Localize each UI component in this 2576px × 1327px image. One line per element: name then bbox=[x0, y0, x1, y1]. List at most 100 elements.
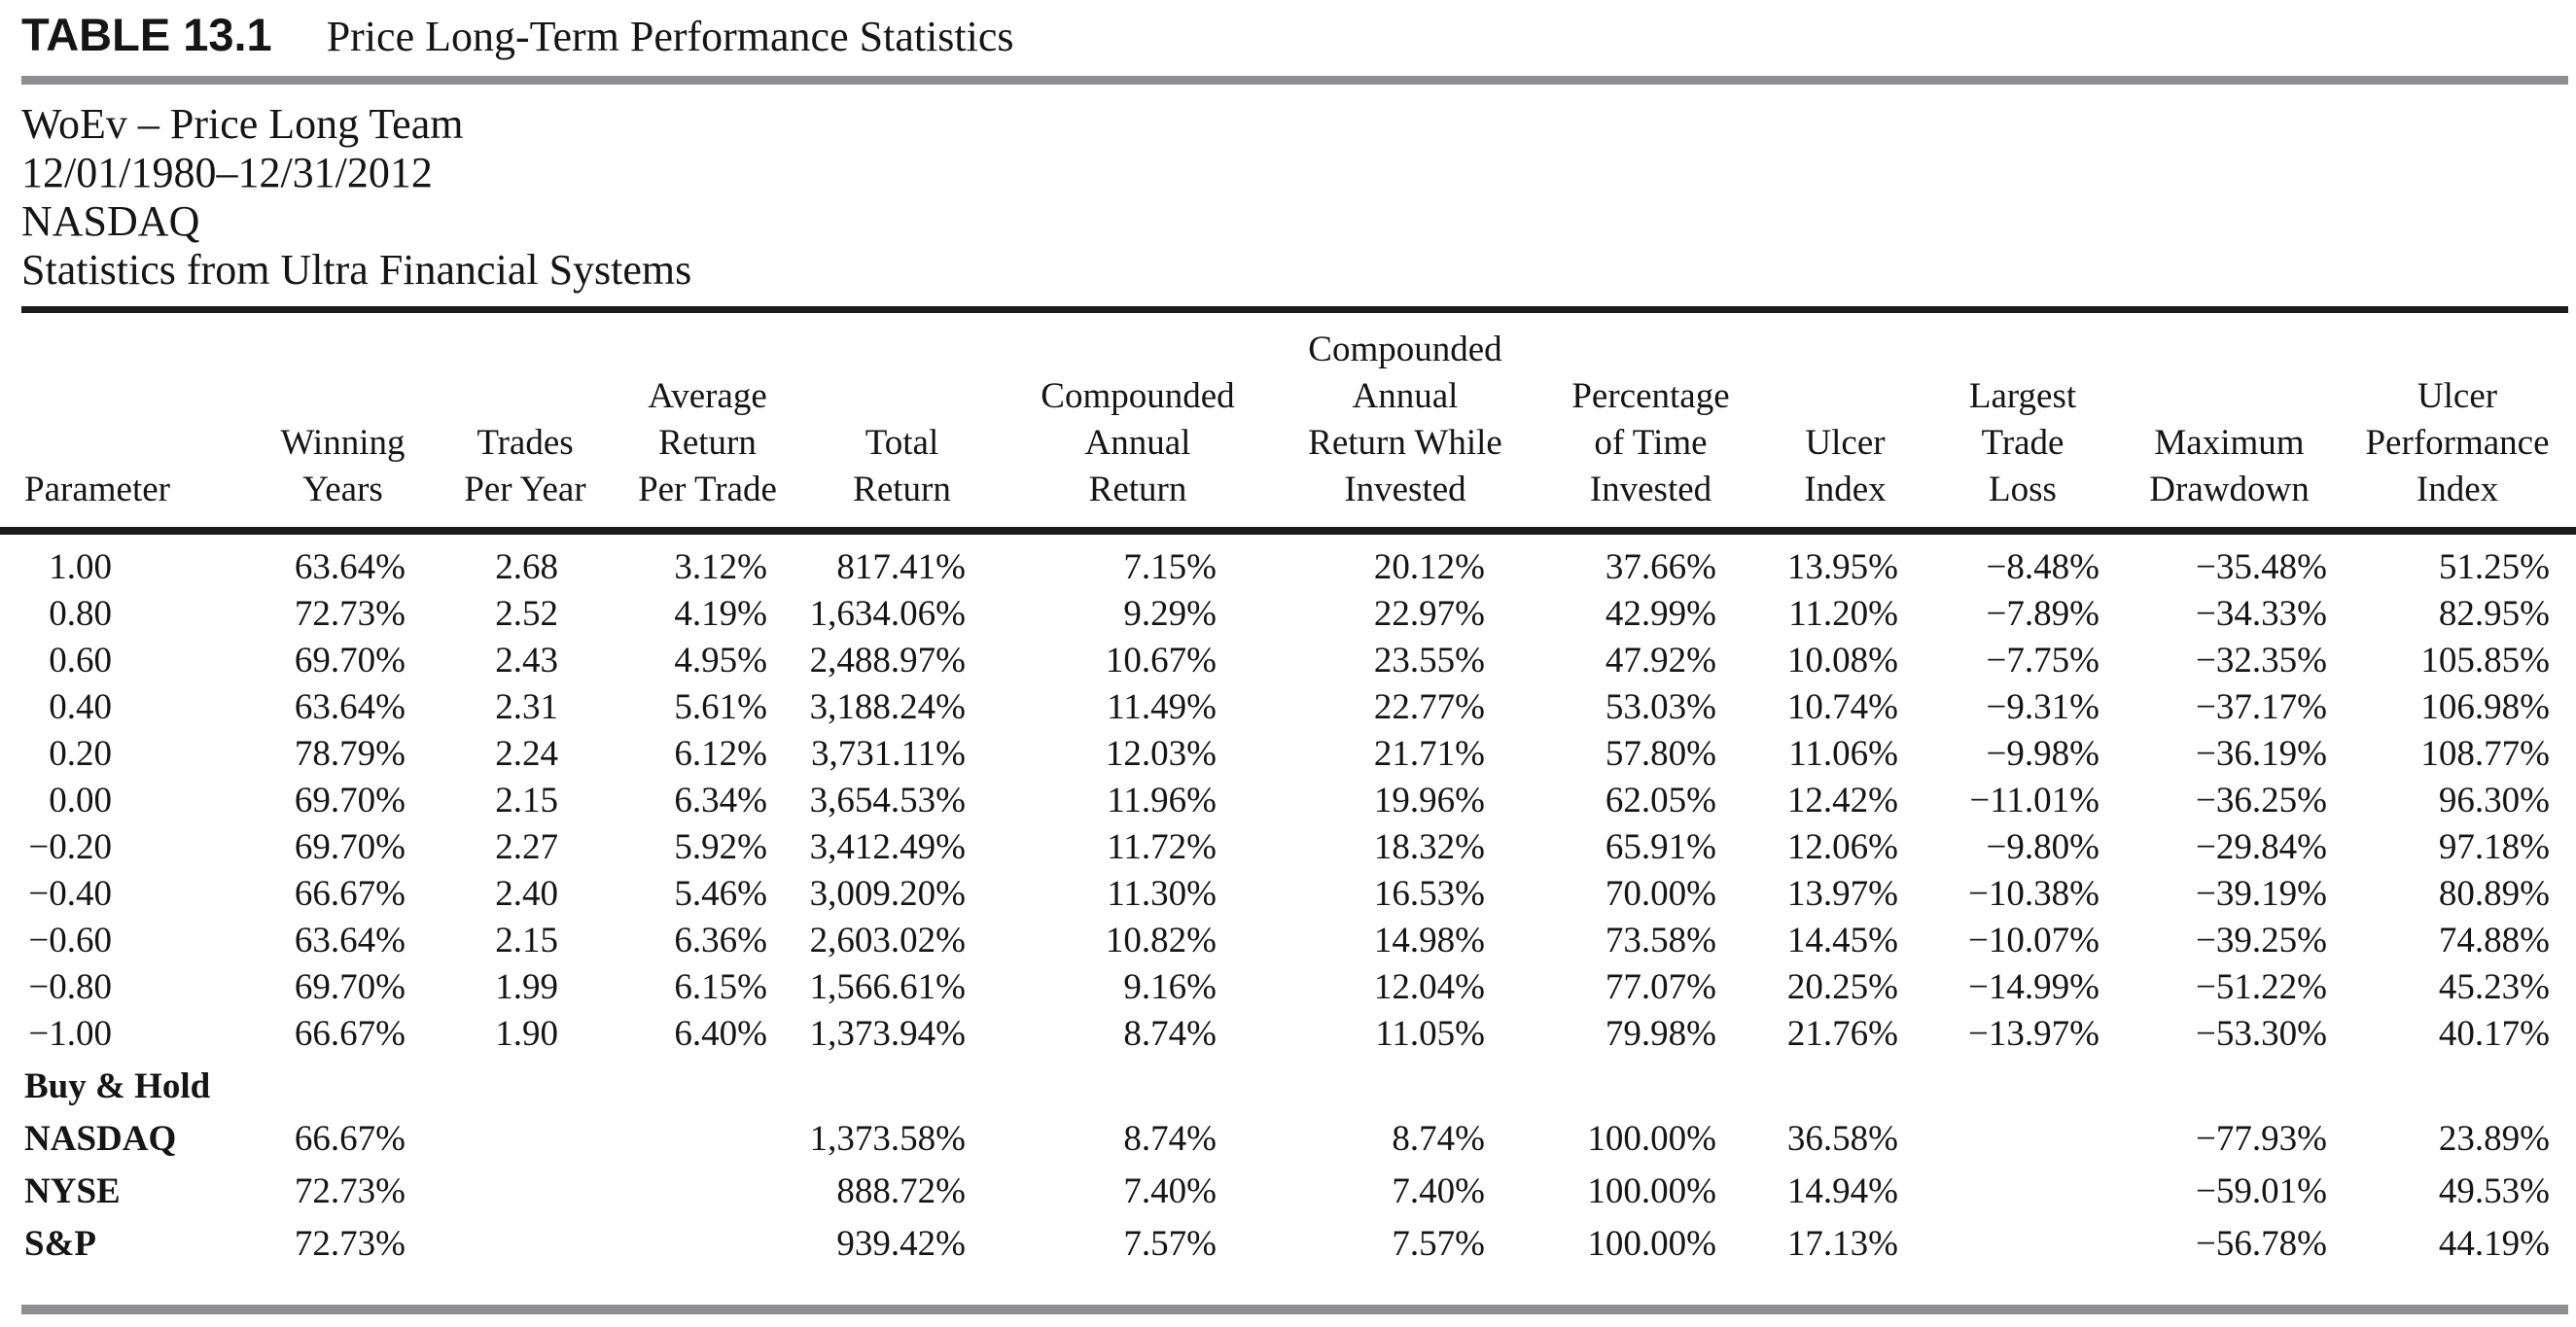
table-cell: 3,731.11% bbox=[811, 734, 966, 774]
row-label: 0.00 bbox=[49, 781, 112, 821]
table-cell: 3.12% bbox=[674, 547, 767, 587]
table-cell: 888.72% bbox=[836, 1171, 966, 1211]
caption-rule bbox=[21, 76, 2568, 85]
table-cell: 7.40% bbox=[1123, 1171, 1217, 1211]
table-cell: 70.00% bbox=[1605, 874, 1716, 914]
column-header-percentage-of-time-invested: Percentage of Time Invested bbox=[1536, 313, 1765, 535]
table-cell: 17.13% bbox=[1786, 1224, 1898, 1264]
table-cell: −53.30% bbox=[2196, 1014, 2327, 1054]
table-cell: 14.94% bbox=[1786, 1171, 1898, 1211]
table-cell: −9.98% bbox=[1986, 734, 2100, 774]
table-cell: 1,566.61% bbox=[809, 967, 966, 1007]
table-cell bbox=[248, 1058, 438, 1110]
table-cell: −36.25% bbox=[2196, 781, 2327, 821]
table-cell bbox=[613, 1163, 802, 1215]
table-cell: −9.80% bbox=[1986, 827, 2100, 867]
table-cell: 72.73% bbox=[294, 1171, 406, 1211]
table-row: NYSE 72.73% 888.72% 7.40% 7.40% 100.00% 14.94%… bbox=[0, 1163, 2576, 1215]
row-label: Buy & Hold bbox=[24, 1066, 211, 1106]
table-cell: 8.74% bbox=[1123, 1014, 1217, 1054]
table-cell: 7.57% bbox=[1392, 1224, 1485, 1264]
table-cell: 2.27 bbox=[495, 827, 558, 867]
table-cell: 49.53% bbox=[2438, 1171, 2550, 1211]
table-row: 1.00 63.64% 2.68 3.12% 817.41% 7.15% 20.12% 37.… bbox=[0, 531, 2576, 591]
table-cell: 66.67% bbox=[294, 874, 406, 914]
table-cell: 74.88% bbox=[2438, 921, 2550, 960]
table-cell: 6.15% bbox=[674, 967, 767, 1007]
table-cell: 51.25% bbox=[2438, 547, 2550, 587]
table-cell: −10.07% bbox=[1968, 921, 2100, 960]
table-cell: 63.64% bbox=[294, 687, 406, 727]
table-cell: 100.00% bbox=[1587, 1171, 1716, 1211]
table-cell: −59.01% bbox=[2196, 1171, 2327, 1211]
table-row: 0.00 69.70% 2.15 6.34% 3,654.53% 11.96% 19.96%… bbox=[0, 778, 2576, 824]
row-label: NASDAQ bbox=[24, 1119, 177, 1159]
table-cell: 69.70% bbox=[294, 641, 406, 681]
table-title: Price Long-Term Performance Statistics bbox=[326, 13, 1014, 60]
table-cell: 22.97% bbox=[1373, 594, 1485, 634]
table-cell: 8.74% bbox=[1392, 1119, 1485, 1159]
table-cell: 13.97% bbox=[1786, 874, 1898, 914]
table-bottom-rule bbox=[21, 1305, 2568, 1314]
table-cell: 13.95% bbox=[1786, 547, 1898, 587]
table-cell: 44.19% bbox=[2438, 1224, 2550, 1264]
table-cell: −29.84% bbox=[2196, 827, 2327, 867]
table-cell: 1.99 bbox=[495, 967, 558, 1007]
column-header-parameter: Parameter bbox=[0, 313, 248, 535]
table-cell: 5.92% bbox=[674, 827, 767, 867]
column-header-trades-per-year: Trades Per Year bbox=[438, 313, 613, 535]
table-cell: 72.73% bbox=[294, 1224, 406, 1264]
table-cell: 16.53% bbox=[1373, 874, 1485, 914]
table-row: −1.00 66.67% 1.90 6.40% 1,373.94% 8.74% 11.05%… bbox=[0, 1011, 2576, 1058]
table-cell: 78.79% bbox=[294, 734, 406, 774]
table-cell: 11.05% bbox=[1375, 1014, 1485, 1054]
table-cell: 10.82% bbox=[1105, 921, 1217, 960]
table-cell: 23.89% bbox=[2438, 1119, 2550, 1159]
table-cell: −7.75% bbox=[1986, 641, 2100, 681]
row-label: −0.40 bbox=[28, 874, 112, 914]
table-cell bbox=[613, 1215, 802, 1268]
table-cell: −10.38% bbox=[1968, 874, 2100, 914]
table-cell: 96.30% bbox=[2438, 781, 2550, 821]
table-cell: 9.16% bbox=[1123, 967, 1217, 1007]
table-cell: 3,412.49% bbox=[809, 827, 966, 867]
table-cell bbox=[1925, 1163, 2120, 1215]
table-cell: 1,373.58% bbox=[809, 1119, 966, 1159]
table-cell: 65.91% bbox=[1605, 827, 1716, 867]
table-cell: −51.22% bbox=[2196, 967, 2327, 1007]
table-cell: 4.19% bbox=[674, 594, 767, 634]
table-cell: 14.98% bbox=[1373, 921, 1485, 960]
table-cell: 2.31 bbox=[495, 687, 558, 727]
table-cell: 23.55% bbox=[1373, 641, 1485, 681]
table-cell: 62.05% bbox=[1605, 781, 1716, 821]
table-cell: 63.64% bbox=[294, 921, 406, 960]
table-cell: 19.96% bbox=[1373, 781, 1485, 821]
table-cell: 14.45% bbox=[1786, 921, 1898, 960]
table-cell: 11.96% bbox=[1107, 781, 1217, 821]
table-cell: −7.89% bbox=[1986, 594, 2100, 634]
table-cell: 4.95% bbox=[674, 641, 767, 681]
table-cell: −32.35% bbox=[2196, 641, 2327, 681]
table-cell: 6.34% bbox=[674, 781, 767, 821]
column-header-winning-years: Winning Years bbox=[248, 313, 438, 535]
table-cell bbox=[613, 1058, 802, 1110]
table-cell: 53.03% bbox=[1605, 687, 1716, 727]
table-cell: 69.70% bbox=[294, 827, 406, 867]
table-cell bbox=[438, 1058, 613, 1110]
row-label: 0.80 bbox=[49, 594, 112, 634]
table-cell: 2.68 bbox=[495, 547, 558, 587]
table-cell bbox=[2120, 1058, 2339, 1110]
table-row: 0.60 69.70% 2.43 4.95% 2,488.97% 10.67% 23.55%… bbox=[0, 638, 2576, 684]
performance-statistics-table: Parameter Winning Years Trades Per Year Ave… bbox=[0, 313, 2576, 1268]
table-cell bbox=[1002, 1058, 1274, 1110]
table-cell: 66.67% bbox=[294, 1014, 406, 1054]
table-cell bbox=[438, 1110, 613, 1163]
table-cell: 11.49% bbox=[1107, 687, 1217, 727]
table-cell: 66.67% bbox=[294, 1119, 406, 1159]
table-cell: 82.95% bbox=[2438, 594, 2550, 634]
row-label: NYSE bbox=[24, 1171, 121, 1211]
table-cell: 2.15 bbox=[495, 781, 558, 821]
table-cell bbox=[1765, 1058, 1925, 1110]
table-row: 0.80 72.73% 2.52 4.19% 1,634.06% 9.29% 22.97% 4… bbox=[0, 591, 2576, 638]
table-cell: 6.12% bbox=[674, 734, 767, 774]
